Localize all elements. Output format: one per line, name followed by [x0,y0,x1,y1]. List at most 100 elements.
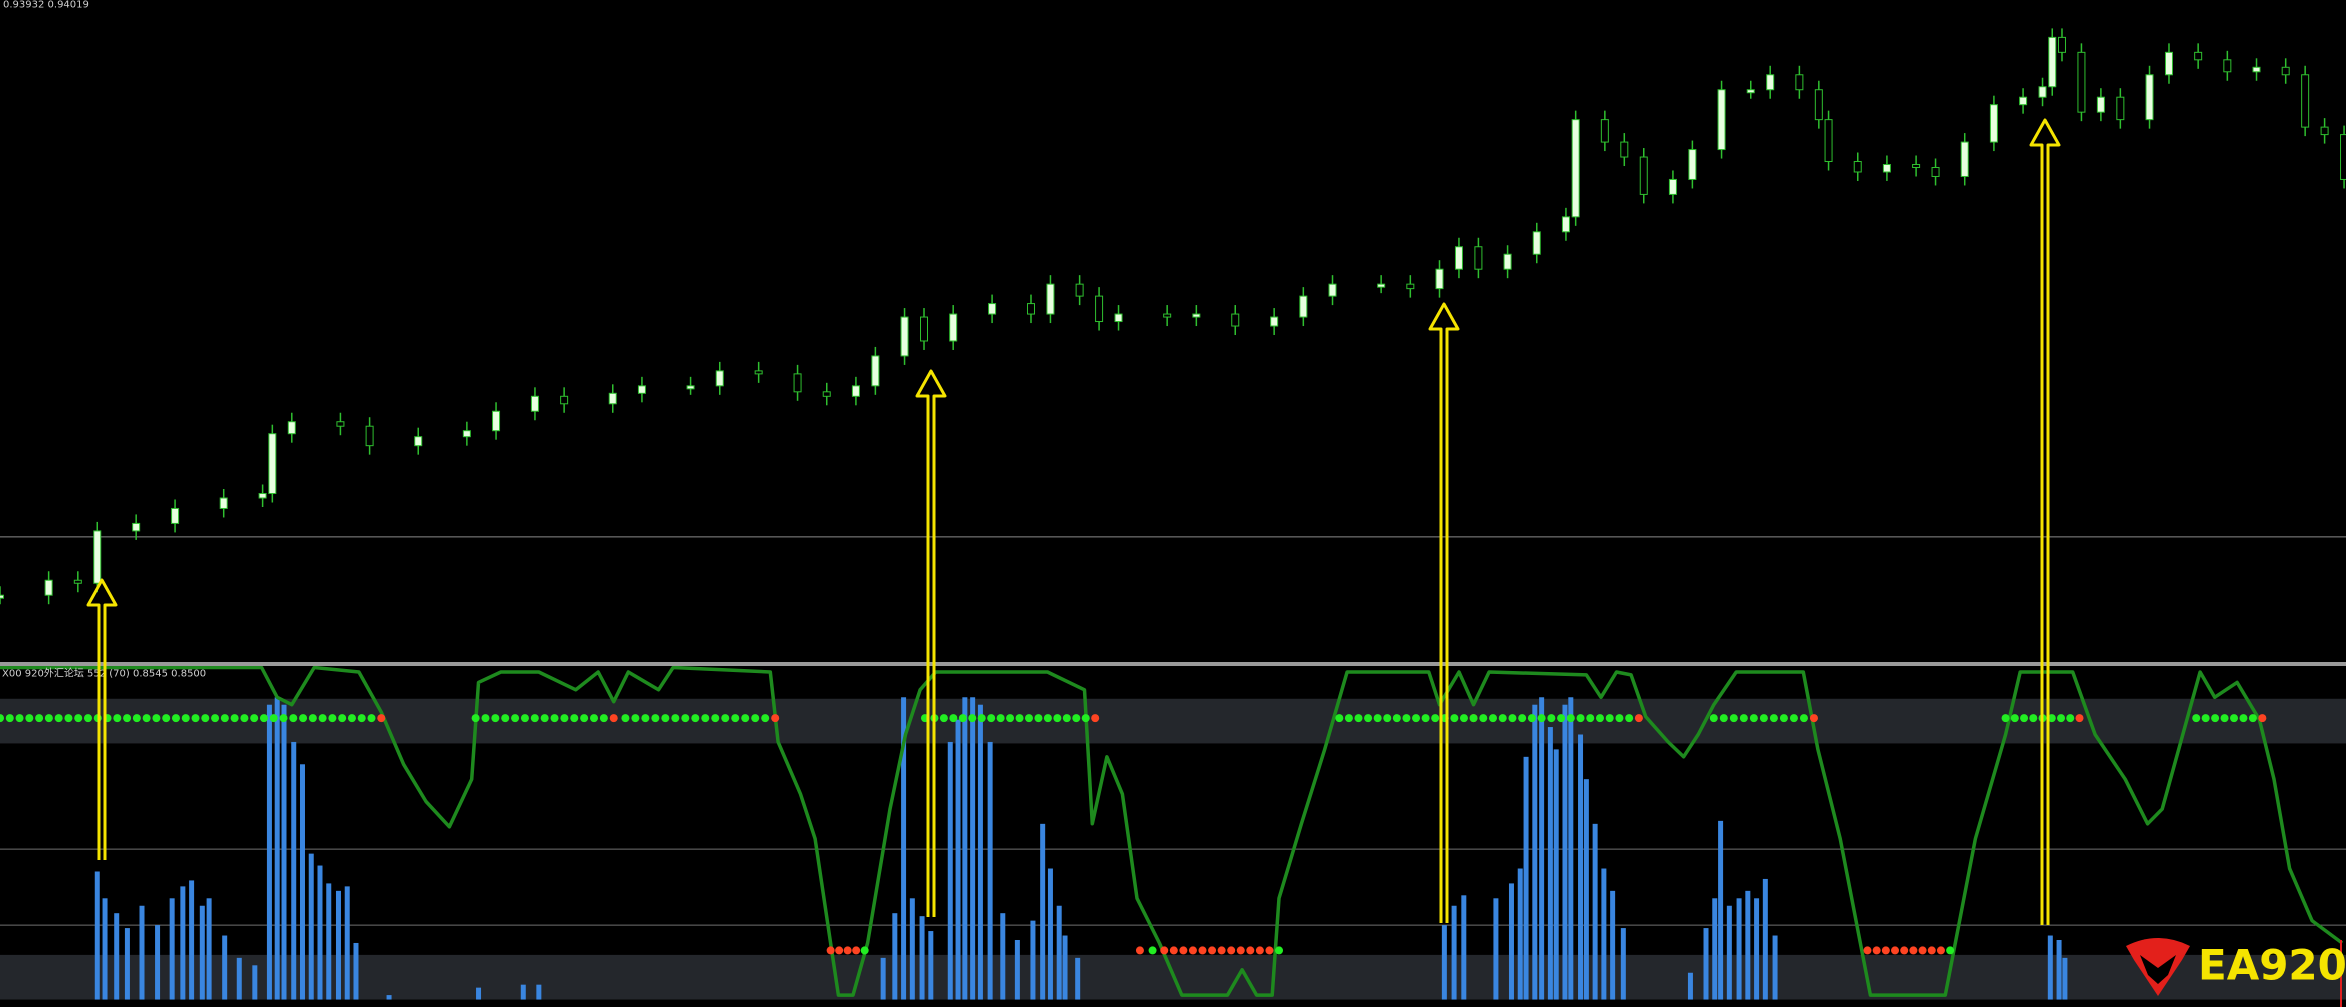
signal-dot [191,714,200,723]
candle-body [492,410,501,432]
signal-dot [289,714,298,723]
signal-dot [530,714,539,723]
candle [637,376,646,403]
candle [715,361,724,395]
candle [560,387,569,413]
histogram-bar [222,935,228,1000]
signal-dot [1739,714,1748,723]
signal-dot [1537,714,1546,723]
signal-dot [1881,946,1890,955]
candle [1406,275,1415,298]
signal-dot [471,714,480,723]
signal-dot [74,714,83,723]
candle [2048,28,2057,96]
histogram-bar [919,916,925,1000]
signal-dot [987,714,996,723]
candle-body [2164,51,2173,76]
candle [1668,170,1677,204]
signal-dot [977,714,986,723]
candle-body [1075,283,1084,297]
signal-dot [1488,714,1497,723]
signal-dot [1557,714,1566,723]
candle-body [637,385,646,394]
candle [793,364,802,401]
candle [851,376,860,406]
candle-body [900,316,909,357]
signal-dot [1081,714,1090,723]
signal-dot [2047,714,2056,723]
candle-body [414,436,423,447]
candle-body [715,370,724,387]
histogram-bar [880,957,886,1000]
signal-dot [35,714,44,723]
candle [2096,88,2105,122]
candle-body [287,421,296,435]
signal-dot [843,946,852,955]
signal-dot [1043,714,1052,723]
signal-dot [1809,714,1818,723]
signal-dots [2001,714,2084,723]
candle-body [2194,51,2203,61]
signal-dot [1909,946,1918,955]
signal-dot [1900,946,1909,955]
signal-dot [220,714,229,723]
candle [988,294,997,324]
signal-dot [771,714,780,723]
candle-body [851,385,860,397]
candle [530,387,539,421]
histogram-bar [909,898,915,1000]
candle-body [920,316,929,342]
signal-dot [550,714,559,723]
candle-body [2252,66,2261,73]
signal-dot [721,714,730,723]
plot [0,28,2346,1000]
signal-dot [1188,946,1197,955]
candle-body [2320,126,2329,136]
candle-body [1377,283,1386,288]
histogram-bar [291,741,297,1000]
histogram-bar [1762,878,1768,1000]
histogram-bar [2062,957,2068,1000]
histogram-bar [1703,928,1709,1000]
candle-body [1454,246,1463,270]
signal-dot [1709,714,1718,723]
candle [1717,80,1726,159]
signal-dot [2248,714,2257,723]
candle-body [219,497,228,509]
histogram-bar [180,886,186,1000]
histogram-bar [1539,697,1545,1000]
signal-dot [1625,714,1634,723]
histogram-bar [947,741,953,1000]
signal-dot [1863,946,1872,955]
candle-body [2057,36,2066,53]
signal-dot [1344,714,1353,723]
histogram-bar [1610,890,1616,1000]
signal-dot [2258,714,2267,723]
candle [1377,275,1386,294]
signal-dot [64,714,73,723]
signal-dot [113,714,122,723]
histogram-bar [962,697,968,1000]
signal-dot [83,714,92,723]
histogram-bar [1583,779,1589,1000]
candle-body [1931,166,1940,177]
logo-icon-detail [2140,955,2176,984]
histogram-bar [1451,905,1457,1000]
histogram-bar [1726,905,1732,1000]
signal-dots [1863,946,1955,955]
signal-dot [2066,714,2075,723]
histogram-bar [386,995,392,1000]
candle-body [1026,303,1035,315]
candle [2223,50,2232,81]
histogram-bar [1517,868,1523,1000]
signal-dots [1135,946,1157,955]
signal-dot [1799,714,1808,723]
candle [2164,43,2173,84]
signal-dot [1891,946,1900,955]
signal-dot [1148,946,1157,955]
signal-dot [501,714,510,723]
histogram-bar [1736,898,1742,1000]
histogram-bar [1578,734,1584,1000]
candle [2057,28,2066,62]
